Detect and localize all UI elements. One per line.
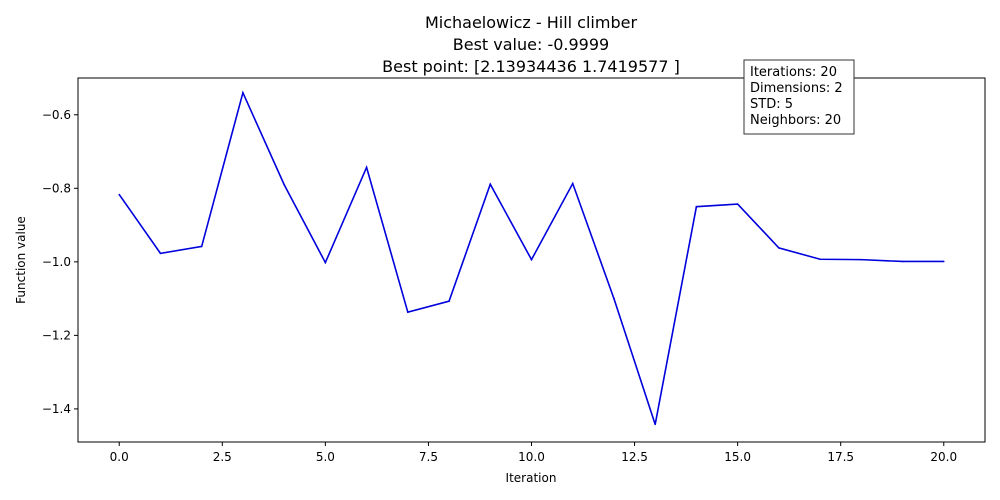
x-tick-label: 20.0 [930,450,957,464]
y-tick-label: −1.4 [42,402,71,416]
data-point [819,258,821,261]
data-point [654,423,656,426]
x-axis: 0.0 2.5 5.0 7.5 10.0 12.5 15.0 17.5 20.0 [110,442,957,464]
data-point [407,311,409,314]
x-tick-label: 15.0 [724,450,751,464]
chart-title: Michaelowicz - Hill climber Best value: … [382,13,680,76]
data-point [942,260,945,263]
y-tick-label: −0.6 [42,108,71,122]
y-axis: −0.6 −0.8 −1.0 −1.2 −1.4 [42,108,78,416]
info-iterations: Iterations: 20 [750,65,837,80]
data-point [571,182,574,185]
y-axis-label: Function value [14,216,28,304]
data-point [530,258,533,261]
title-line-1: Michaelowicz - Hill climber [425,13,637,32]
y-tick-label: −0.8 [42,181,71,195]
info-box: Iterations: 20 Dimensions: 2 STD: 5 Neig… [743,59,855,135]
data-point [200,245,203,248]
x-tick-label: 7.5 [419,450,438,464]
info-box-frame [743,59,855,135]
info-std: STD: 5 [750,97,793,112]
y-tick-label: −1.0 [42,255,71,269]
data-point [778,247,780,249]
data-point [736,203,739,205]
x-tick-label: 10.0 [518,450,545,464]
y-tick-label: −1.2 [42,328,71,342]
info-dimensions: Dimensions: 2 [750,81,843,96]
data-point [365,166,368,169]
data-point [860,258,863,261]
data-point [695,205,698,208]
x-tick-label: 5.0 [316,450,335,464]
data-point [489,183,492,186]
x-tick-label: 12.5 [621,450,648,464]
data-point [901,260,904,263]
data-point [613,297,615,300]
x-tick-label: 2.5 [213,450,232,464]
title-line-3: Best point: [2.13934436 1.7419577 ] [382,57,680,76]
data-point [283,183,285,186]
x-tick-label: 0.0 [110,450,129,464]
x-axis-label: Iteration [506,471,557,485]
x-tick-label: 17.5 [827,450,854,464]
data-point [159,252,162,255]
data-point [448,300,450,302]
data-point [242,91,244,94]
data-point [118,193,121,196]
info-neighbors: Neighbors: 20 [750,113,841,128]
data-point [324,261,327,264]
series-layer [118,90,945,426]
title-line-2: Best value: -0.9999 [453,35,609,54]
